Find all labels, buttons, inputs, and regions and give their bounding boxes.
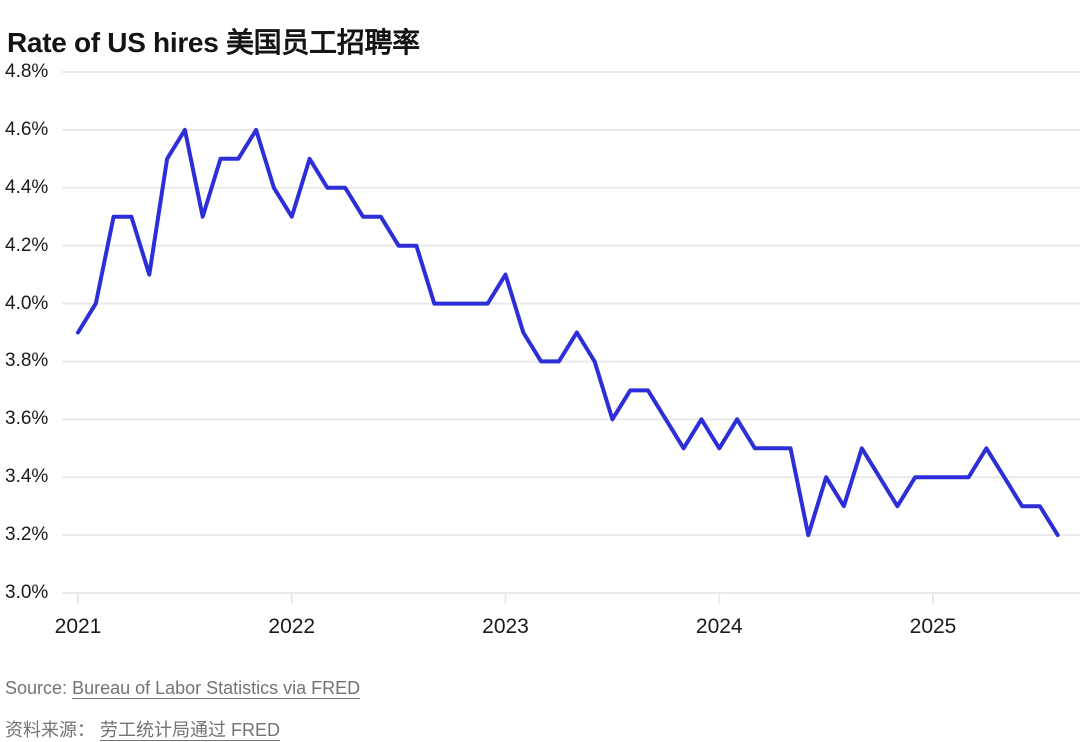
y-axis-label: 3.8% — [5, 350, 49, 372]
x-axis-label: 2023 — [482, 615, 529, 638]
y-axis-label: 4.6% — [5, 118, 49, 140]
hires-rate-chart: 4.8% 4.6% 4.4% 4.2% 4.0% 3.8% 3.6% 3.4% 3.2% 3.0%… — [5, 61, 1080, 638]
source-prefix-zh: 资料来源： — [5, 720, 95, 740]
x-axis-label: 2022 — [268, 615, 316, 638]
y-axis-label: 4.8% — [5, 61, 49, 82]
y-axis-label: 4.2% — [5, 234, 49, 256]
y-axis-label: 4.4% — [5, 176, 49, 198]
source-link-en[interactable]: Bureau of Labor Statistics via FRED — [72, 678, 361, 698]
hires-rate-line — [76, 127, 1060, 538]
chart-canvas — [62, 71, 1080, 604]
y-axis-label: 3.4% — [5, 466, 49, 488]
y-axis-label: 3.0% — [5, 582, 49, 603]
source-note-zh: 资料来源： 劳工统计局通过 FRED — [5, 716, 280, 742]
y-axis-label: 3.6% — [5, 408, 49, 430]
source-link-zh[interactable]: 劳工统计局通过 FRED — [100, 720, 281, 740]
x-axis-label: 2024 — [695, 615, 743, 638]
source-prefix-en: Source: — [5, 678, 68, 698]
x-axis-label: 2025 — [909, 615, 957, 638]
y-axis-label: 3.2% — [5, 524, 49, 546]
source-note-en: Source: Bureau of Labor Statistics via F… — [5, 678, 360, 699]
x-axis-label: 2021 — [54, 615, 102, 638]
page-title: Rate of US hires 美国员工招聘率 — [7, 26, 420, 58]
y-axis-label: 4.0% — [5, 292, 49, 314]
